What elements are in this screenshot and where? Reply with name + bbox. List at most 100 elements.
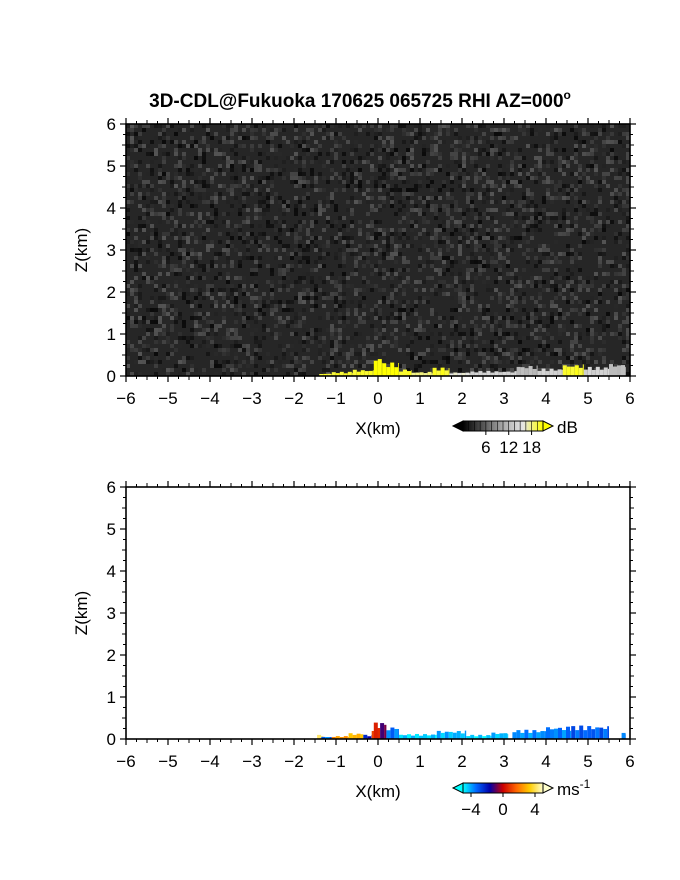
echo-cell	[554, 728, 558, 739]
echo-cell	[528, 366, 533, 376]
echo-cell	[499, 733, 504, 739]
axes: −6 −5 −4 −3 −2 −1 0 1 2 3 4 5 6 0 1 2 3 4 5 6	[107, 115, 636, 408]
echo-cell	[583, 730, 588, 739]
echo-cell	[532, 369, 537, 376]
echo-cell	[486, 735, 491, 739]
echo-cell	[403, 369, 407, 376]
echo-cell	[474, 736, 479, 739]
echo-cell	[373, 722, 378, 739]
echo-cell	[570, 730, 572, 739]
panel-velocity: −6 −5 −4 −3 −2 −1 0 1 2 3 4 5 6 0 1 2 3 4 5 6 X(km) Z(km) −…	[72, 478, 636, 819]
echo-cell	[398, 362, 399, 376]
echo-cell	[503, 733, 508, 739]
echo-cell	[331, 372, 336, 376]
echo-cell	[411, 370, 412, 376]
y-tick-label: 3	[107, 604, 116, 623]
echo-cell	[506, 371, 511, 376]
echo-cell	[444, 370, 449, 376]
echo-cell	[482, 736, 487, 739]
echo-cell	[465, 372, 470, 376]
echo-cell	[609, 364, 613, 376]
echo-cell	[544, 731, 546, 739]
echo-cell	[490, 735, 492, 739]
echo-cell	[599, 369, 604, 376]
echo-cell	[536, 732, 541, 739]
echo-cell	[449, 373, 454, 376]
y-tick-label: 1	[107, 325, 116, 344]
echo-cell	[545, 371, 550, 376]
colorbar-tick-label: −4	[461, 800, 480, 819]
y-axis-label: Z(km)	[72, 591, 91, 635]
echo-cell	[561, 369, 563, 376]
colorbar-velocity: −4 0 4 ms-1	[451, 777, 591, 819]
echo-cell	[356, 371, 361, 376]
echo-cell	[595, 366, 600, 376]
echo-cell	[456, 731, 461, 739]
echo-cell	[371, 730, 376, 739]
x-tick-label: −6	[116, 389, 135, 408]
colorbar-tick-label: 4	[530, 800, 539, 819]
x-tick-label: −3	[242, 389, 261, 408]
y-axis-label: Z(km)	[72, 228, 91, 272]
echo-cell	[419, 735, 423, 739]
y-tick-label: 5	[107, 520, 116, 539]
echo-cell	[440, 367, 445, 376]
colorbar-ticks: 6 12 18	[462, 421, 544, 457]
echo-cell	[591, 369, 596, 376]
colorbar-tick-label: 18	[522, 438, 541, 457]
x-tick-label: −3	[242, 752, 261, 771]
echo-cell	[520, 732, 525, 739]
echo-cell	[440, 732, 445, 739]
echo-cell	[347, 371, 352, 376]
echo-cell	[491, 732, 496, 739]
echo-cell	[399, 371, 403, 376]
echo-cell	[532, 730, 537, 739]
colorbar-right-arrow	[542, 782, 555, 794]
x-tick-label: −2	[284, 389, 303, 408]
echo-cell	[516, 730, 521, 739]
echo-cell	[613, 366, 617, 376]
echo-cell	[384, 724, 387, 739]
echo-cell	[607, 726, 609, 739]
echo-cell	[390, 727, 395, 739]
echo-cell	[571, 726, 576, 739]
echo-cell	[343, 373, 348, 376]
echo-cell	[435, 734, 437, 739]
y-tick-label: 2	[107, 646, 116, 665]
echo-cell	[335, 373, 340, 376]
colorbar-db: 6 12 18 dB	[451, 418, 578, 457]
echo-cell	[394, 728, 399, 739]
colorbar-tick-label: 12	[499, 438, 518, 457]
echo-cell	[464, 730, 467, 739]
echo-cell	[423, 734, 427, 739]
echo-cell	[386, 367, 391, 376]
colorbar-body	[462, 782, 544, 794]
x-axis-label: X(km)	[355, 782, 400, 801]
echo-cell	[436, 730, 441, 739]
x-tick-label: −2	[284, 752, 303, 771]
colorbar-left-arrow	[451, 782, 464, 794]
echo-cell	[411, 372, 416, 376]
x-tick-label: −5	[158, 389, 177, 408]
echo-cell	[536, 365, 538, 376]
echo-cell	[553, 370, 558, 376]
echo-cell	[448, 731, 453, 739]
echo-cell	[398, 728, 399, 739]
echo-cell	[587, 366, 592, 376]
echo-cell	[625, 366, 626, 376]
echo-cell	[431, 373, 433, 376]
echo-cell	[575, 730, 580, 739]
echo-cell	[557, 369, 562, 376]
echo-cell	[373, 360, 378, 376]
echo-cell	[595, 727, 600, 739]
echo-cell	[432, 367, 437, 376]
echo-cell	[470, 734, 475, 739]
echo-cell	[390, 362, 395, 376]
colorbar-ticks: −4 0 4	[461, 793, 540, 819]
plot-background	[126, 487, 630, 739]
echo-cell	[617, 365, 621, 376]
y-tick-label: 1	[107, 688, 116, 707]
colorbar-right-arrow	[542, 420, 555, 432]
echo-cell	[524, 729, 529, 739]
x-tick-label: 0	[373, 752, 382, 771]
